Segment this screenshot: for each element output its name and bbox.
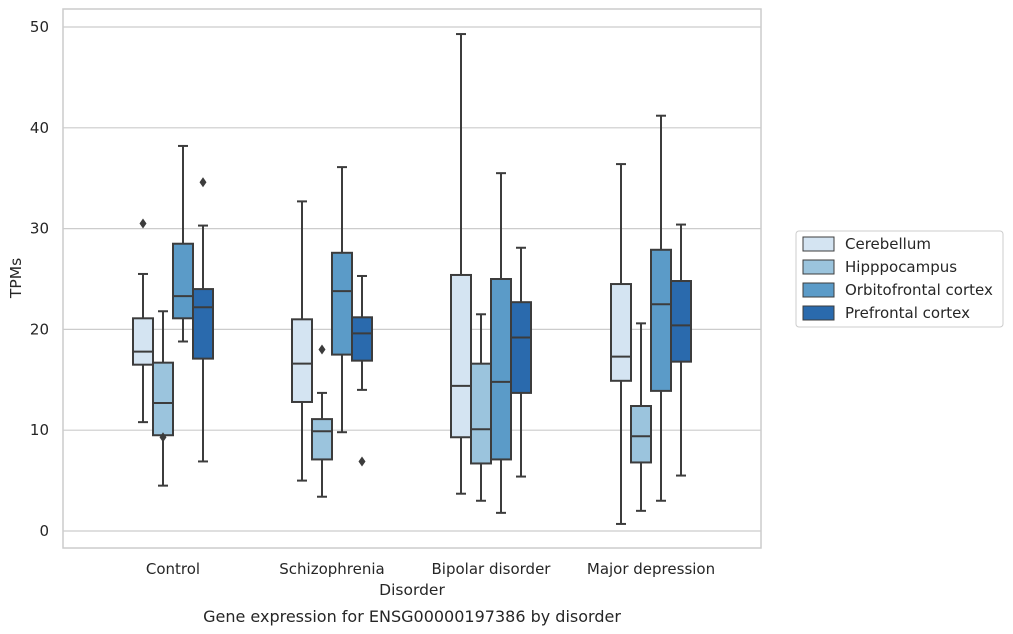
box-2-3 (650, 114, 672, 502)
legend-swatch (802, 305, 835, 321)
box-iqr (291, 318, 313, 403)
plot-frame (62, 8, 762, 549)
box-iqr (152, 361, 174, 437)
box-2-2 (490, 172, 512, 514)
box-3-1 (351, 274, 373, 467)
legend-items: Cerebellum Hipppocampus Orbitofrontal cort… (802, 235, 993, 322)
box-iqr (610, 283, 632, 382)
legend-label: Cerebellum (845, 235, 931, 253)
box-1-0 (152, 310, 174, 487)
y-axis-title: TPMs (7, 258, 25, 299)
box-3-2 (510, 246, 532, 478)
box-0-0 (132, 218, 154, 424)
gridlines (63, 26, 761, 532)
outlier-point (159, 432, 167, 443)
x-tick-label: Bipolar disorder (432, 560, 552, 578)
box-iqr (351, 316, 373, 362)
legend-label: Orbitofrontal cortex (845, 281, 993, 299)
box-iqr (630, 405, 652, 464)
box-plots (132, 33, 692, 525)
y-tick-label: 50 (30, 18, 49, 36)
x-axis-title: Disorder (379, 581, 445, 599)
box-0-1 (291, 200, 313, 482)
y-axis-ticks: 0 10 20 30 40 50 (30, 18, 49, 540)
x-tick-label: Control (146, 560, 200, 578)
box-0-3 (610, 163, 632, 525)
legend-label: Hipppocampus (845, 258, 957, 276)
box-iqr (650, 248, 672, 392)
y-tick-label: 30 (30, 220, 49, 238)
x-tick-label: Major depression (587, 560, 715, 578)
box-iqr (470, 362, 492, 465)
outlier-point (358, 456, 366, 467)
box-3-3 (670, 223, 692, 477)
box-iqr (510, 301, 532, 394)
box-iqr (331, 251, 353, 356)
box-3-0 (192, 177, 214, 463)
box-2-0 (172, 144, 194, 343)
chart-caption: Gene expression for ENSG00000197386 by d… (203, 607, 621, 626)
box-iqr (490, 278, 512, 461)
box-1-3 (630, 322, 652, 512)
outlier-point (139, 218, 147, 229)
y-tick-label: 10 (30, 421, 49, 439)
box-iqr (670, 280, 692, 363)
y-tick-label: 20 (30, 320, 49, 338)
box-1-1 (311, 344, 333, 498)
legend-label: Prefrontal cortex (845, 304, 970, 322)
box-iqr (450, 273, 472, 439)
box-iqr (192, 288, 214, 360)
legend-swatch (802, 282, 835, 298)
box-1-2 (470, 313, 492, 502)
legend-swatch (802, 236, 835, 252)
box-iqr (172, 242, 194, 320)
box-iqr (311, 418, 333, 461)
legend-frame (795, 230, 1004, 328)
box-0-2 (450, 33, 472, 495)
box-2-1 (331, 166, 353, 434)
x-tick-label: Schizophrenia (279, 560, 384, 578)
outlier-point (199, 177, 207, 188)
box-iqr (132, 317, 154, 366)
y-tick-label: 0 (39, 522, 49, 540)
outlier-point (318, 344, 326, 355)
y-tick-label: 40 (30, 119, 49, 137)
legend-swatch (802, 259, 835, 275)
x-axis-ticks: Control Schizophrenia Bipolar disorder Majo… (146, 560, 715, 578)
legend: Cerebellum Hipppocampus Orbitofrontal cort… (795, 230, 1004, 328)
